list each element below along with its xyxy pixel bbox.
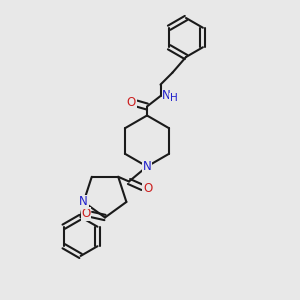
Text: O: O: [143, 182, 152, 196]
Text: N: N: [79, 196, 88, 208]
Text: H: H: [169, 93, 177, 103]
Text: N: N: [162, 89, 171, 103]
Text: N: N: [142, 160, 152, 173]
Text: O: O: [127, 96, 136, 109]
Text: O: O: [82, 207, 91, 220]
